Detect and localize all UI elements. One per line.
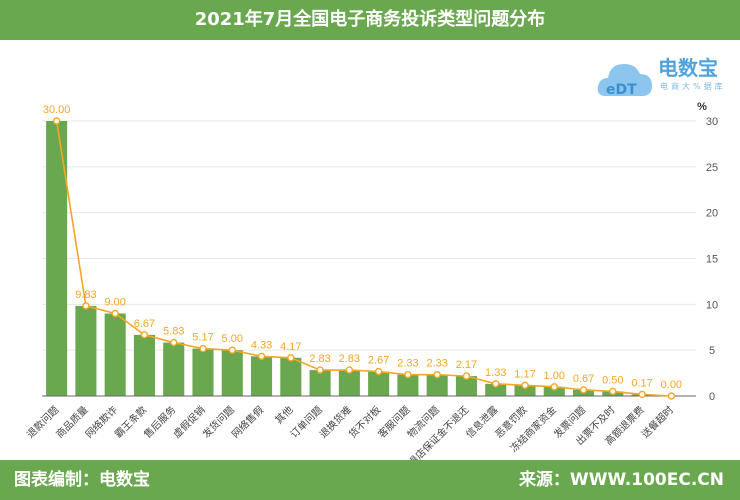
data-point xyxy=(82,302,90,310)
y-tick-label: 30 xyxy=(706,116,718,128)
data-label: 1.17 xyxy=(514,368,535,380)
data-point xyxy=(170,338,178,347)
data-label: 0.50 xyxy=(602,374,623,386)
data-point xyxy=(345,366,354,374)
y-tick-label: 15 xyxy=(706,254,718,266)
x-tick-label: 其他 xyxy=(272,403,295,426)
bar xyxy=(251,356,273,396)
footer-credit: 图表编制：电数宝 xyxy=(14,470,150,490)
data-point xyxy=(287,354,295,362)
bar xyxy=(455,376,477,396)
data-point xyxy=(199,344,207,353)
logo-brand: 电数宝 xyxy=(658,56,718,80)
y-tick-label: 25 xyxy=(706,162,718,174)
data-point xyxy=(404,370,412,379)
footer-source: 来源：WWW.100EC.CN xyxy=(518,470,724,490)
y-tick-label: 20 xyxy=(706,208,718,220)
data-label: 2.33 xyxy=(426,358,447,370)
data-point xyxy=(257,352,266,361)
bar xyxy=(426,374,448,396)
bar xyxy=(46,121,68,396)
data-label: 0.67 xyxy=(573,373,594,385)
trend-line xyxy=(55,120,672,397)
bar xyxy=(280,357,302,396)
y-tick-label: 10 xyxy=(706,299,718,311)
data-point xyxy=(111,309,119,318)
data-point xyxy=(550,383,558,391)
data-point xyxy=(228,346,236,354)
bar xyxy=(368,371,390,396)
y-tick-label: 0 xyxy=(709,391,715,403)
data-label: 9.00 xyxy=(104,297,125,309)
data-point xyxy=(521,381,529,389)
chart-svg: 051015202530%退款问题商品质量网络欺诈霸王条款售后服务虚假促销发货问… xyxy=(24,101,718,460)
bar xyxy=(104,313,126,396)
data-point xyxy=(52,117,61,125)
data-point xyxy=(667,392,676,400)
bar xyxy=(163,342,185,396)
x-tick-label: 网络售假 xyxy=(229,403,266,440)
data-point xyxy=(579,386,588,394)
footer: 图表编制：电数宝 来源：WWW.100EC.CN xyxy=(0,460,740,500)
data-label: 5.17 xyxy=(192,332,213,344)
data-label: 1.00 xyxy=(544,370,565,382)
bar xyxy=(192,348,214,396)
data-label: 5.00 xyxy=(222,333,243,345)
bar xyxy=(485,383,507,396)
data-point xyxy=(638,390,646,399)
data-label: 30.00 xyxy=(43,104,71,116)
data-label: 4.33 xyxy=(251,339,272,351)
data-label: 2.83 xyxy=(309,353,330,365)
data-point xyxy=(140,331,149,339)
data-label: 1.33 xyxy=(485,367,506,379)
bar xyxy=(338,370,360,396)
data-point xyxy=(492,380,500,388)
svg-text:eDT: eDT xyxy=(606,82,637,98)
data-label: 0.17 xyxy=(631,377,652,389)
data-point xyxy=(609,387,617,396)
data-label: 9.83 xyxy=(75,289,96,301)
data-label: 6.67 xyxy=(134,318,155,330)
cloud-logo-icon: eDT xyxy=(597,64,652,98)
x-tick-label: 送餐超时 xyxy=(639,403,676,440)
data-label: 2.67 xyxy=(368,355,389,367)
data-label: 2.33 xyxy=(397,358,418,370)
data-label: 2.83 xyxy=(339,353,360,365)
chart-title: 2021年7月全国电子商务投诉类型问题分布 xyxy=(0,0,740,40)
bar xyxy=(309,370,331,396)
data-point xyxy=(374,367,383,376)
data-point xyxy=(316,366,324,374)
bar xyxy=(397,374,419,396)
bar xyxy=(221,350,243,396)
logo: eDT 电数宝 电商大%据库 xyxy=(596,56,736,98)
data-label: 4.17 xyxy=(280,341,301,353)
bar xyxy=(133,334,155,396)
y-tick-label: 5 xyxy=(709,345,715,357)
data-point xyxy=(462,372,471,380)
data-label: 5.83 xyxy=(163,326,184,338)
data-label: 2.17 xyxy=(456,359,477,371)
data-label: 0.00 xyxy=(661,379,682,391)
bar xyxy=(543,386,565,396)
bar xyxy=(514,385,536,396)
bar xyxy=(75,305,97,396)
y-axis-label: % xyxy=(697,101,707,113)
logo-subtitle: 电商大%据库 xyxy=(660,82,726,91)
data-point xyxy=(433,370,441,379)
